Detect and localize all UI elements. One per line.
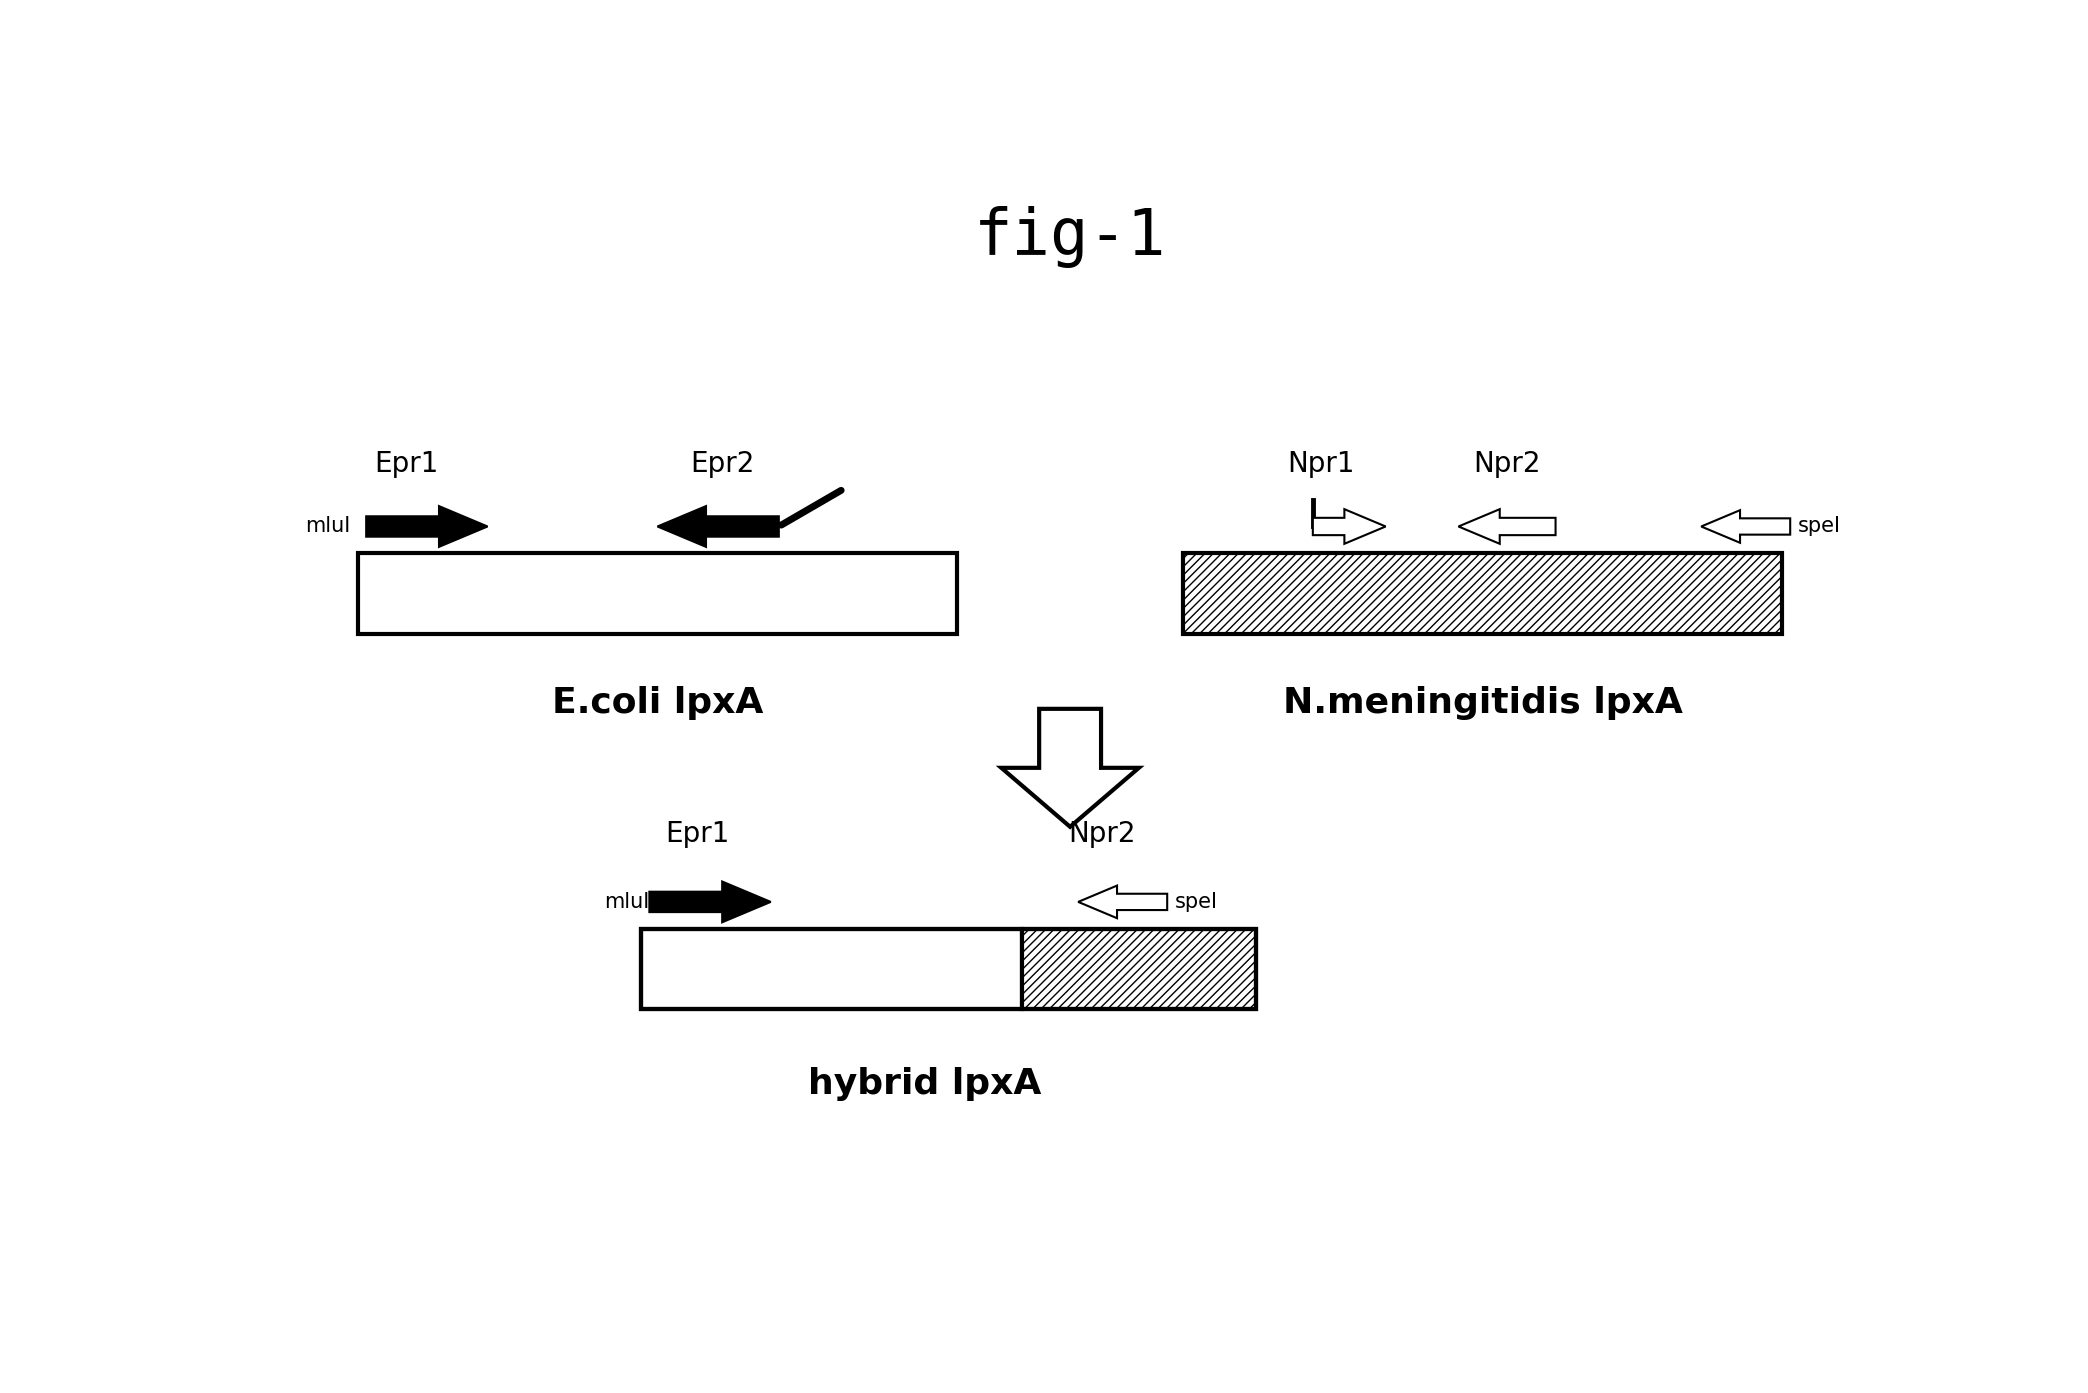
Bar: [641, 929, 1257, 1009]
Polygon shape: [1313, 510, 1386, 543]
Polygon shape: [649, 882, 770, 922]
Text: E.coli lpxA: E.coli lpxA: [551, 687, 762, 720]
Text: hybrid lpxA: hybrid lpxA: [808, 1067, 1042, 1102]
Polygon shape: [1002, 709, 1138, 827]
Text: Epr1: Epr1: [374, 450, 438, 478]
Polygon shape: [1077, 886, 1167, 918]
Text: speI: speI: [1176, 892, 1217, 912]
Text: mluI: mluI: [305, 517, 351, 536]
Bar: [1184, 553, 1781, 634]
Text: speI: speI: [1798, 517, 1842, 536]
Bar: [641, 929, 1021, 1009]
Bar: [1021, 929, 1257, 1009]
Bar: [359, 553, 956, 634]
Polygon shape: [365, 506, 487, 547]
Polygon shape: [658, 506, 779, 547]
Text: N.meningitidis lpxA: N.meningitidis lpxA: [1282, 687, 1683, 720]
Text: Npr2: Npr2: [1069, 820, 1136, 848]
Text: Epr2: Epr2: [689, 450, 754, 478]
Polygon shape: [1702, 510, 1789, 543]
Text: Epr1: Epr1: [666, 820, 731, 848]
Text: fig-1: fig-1: [973, 206, 1167, 267]
Polygon shape: [1457, 510, 1556, 543]
Text: Npr1: Npr1: [1286, 450, 1355, 478]
Text: mluI: mluI: [603, 892, 649, 912]
Text: Npr2: Npr2: [1474, 450, 1541, 478]
